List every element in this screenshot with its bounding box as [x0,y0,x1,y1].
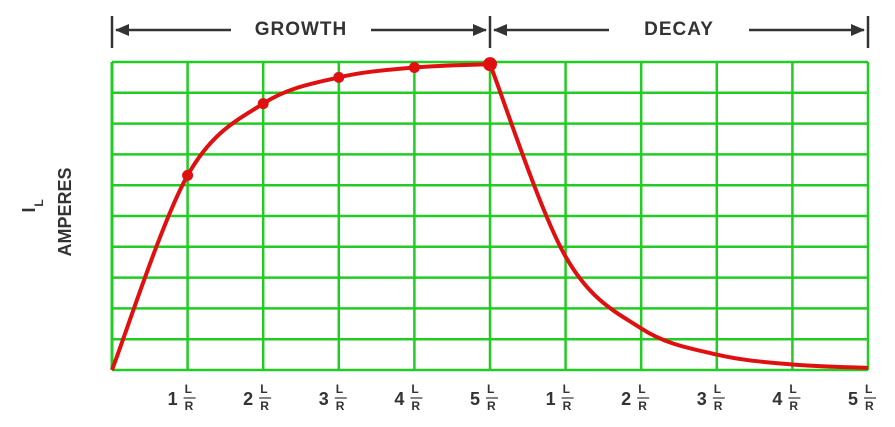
curves [110,57,869,371]
x-tick-fraction-numerator: L [865,382,872,396]
x-tick-fraction-numerator: L [789,382,796,396]
x-tick-fraction-numerator: L [336,382,343,396]
x-tick-label: 4 [772,389,782,409]
x-tick-fraction-denominator: R [185,399,194,413]
arrow-head [115,24,129,36]
arrow-head [851,24,865,36]
x-tick-fraction-denominator: R [260,399,269,413]
y-axis-label: AMPERES [55,167,75,256]
x-tick-fraction-numerator: L [411,382,418,396]
arrow-head [473,24,487,36]
point [182,169,194,181]
x-tick-label: 3 [319,389,329,409]
point [257,98,269,110]
x-tick-label: 1 [168,389,178,409]
point [408,62,420,74]
x-tick-label: 2 [621,389,631,409]
x-tick-label: 5 [848,389,858,409]
x-tick-fraction-denominator: R [789,399,798,413]
x-tick-fraction-numerator: L [260,382,267,396]
section-label: DECAY [644,19,714,40]
point [333,71,345,83]
x-tick-label: 2 [243,389,253,409]
x-tick-label: 3 [697,389,707,409]
x-tick-label: 4 [394,389,404,409]
x-tick-fraction-numerator: L [638,382,645,396]
x-tick-fraction-denominator: R [563,399,572,413]
arrow-head [493,24,507,36]
x-tick-fraction-denominator: R [336,399,345,413]
y-axis-subscript: L [32,199,46,206]
x-tick-fraction-numerator: L [185,382,192,396]
x-tick-fraction-denominator: R [865,399,874,413]
grid [110,60,870,372]
x-tick-fraction-denominator: R [638,399,647,413]
x-tick-fraction-numerator: L [487,382,494,396]
x-tick-fraction-denominator: R [714,399,723,413]
x-tick-fraction-denominator: R [411,399,420,413]
y-axis-symbol: I [19,207,39,212]
x-tick-label: 1 [546,389,556,409]
curve [488,63,869,370]
x-tick-fraction-denominator: R [487,399,496,413]
x-tick-fraction-numerator: L [563,382,570,396]
x-tick-label: 5 [470,389,480,409]
section-label: GROWTH [255,19,348,40]
x-tick-fraction-numerator: L [714,382,721,396]
